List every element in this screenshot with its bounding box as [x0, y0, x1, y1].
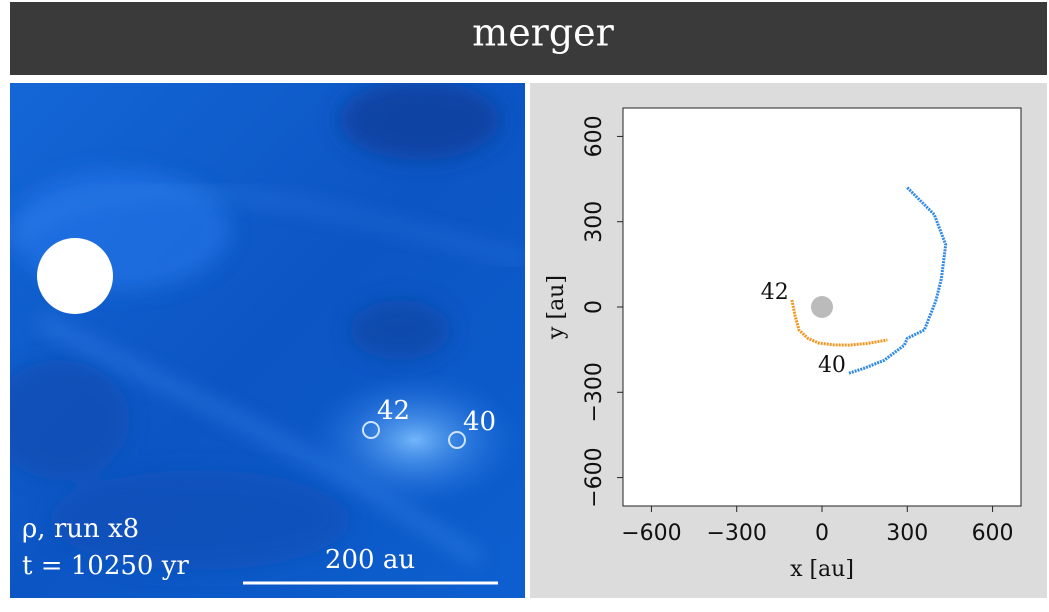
- header-bar: [10, 2, 1047, 75]
- image-label: ρ, run x8: [22, 514, 139, 544]
- x-tick-label: 600: [972, 521, 1014, 546]
- x-tick-label: −300: [706, 521, 766, 546]
- central-object: [811, 296, 833, 318]
- density-image: [10, 83, 525, 598]
- trajectory: [848, 186, 948, 375]
- marker-label: 42: [377, 396, 410, 426]
- trajectory-label: 42: [761, 280, 789, 305]
- x-tick-label: 0: [815, 521, 829, 546]
- x-axis-label: x [au]: [790, 557, 854, 582]
- trajectory-label: 40: [818, 353, 846, 378]
- header-title: merger: [472, 11, 615, 55]
- y-tick-label: 600: [582, 115, 607, 157]
- x-tick-label: −600: [621, 521, 681, 546]
- scale-bar-label: 200 au: [325, 545, 415, 575]
- y-tick-label: 0: [582, 300, 607, 314]
- y-axis-label: y [au]: [544, 275, 569, 340]
- trajectory: [790, 299, 888, 347]
- marker-label: 40: [463, 407, 496, 437]
- image-label: t = 10250 yr: [22, 551, 189, 581]
- y-tick-label: −300: [582, 362, 607, 422]
- x-tick-label: 300: [886, 521, 928, 546]
- y-tick-label: −600: [582, 447, 607, 507]
- y-tick-label: 300: [582, 201, 607, 243]
